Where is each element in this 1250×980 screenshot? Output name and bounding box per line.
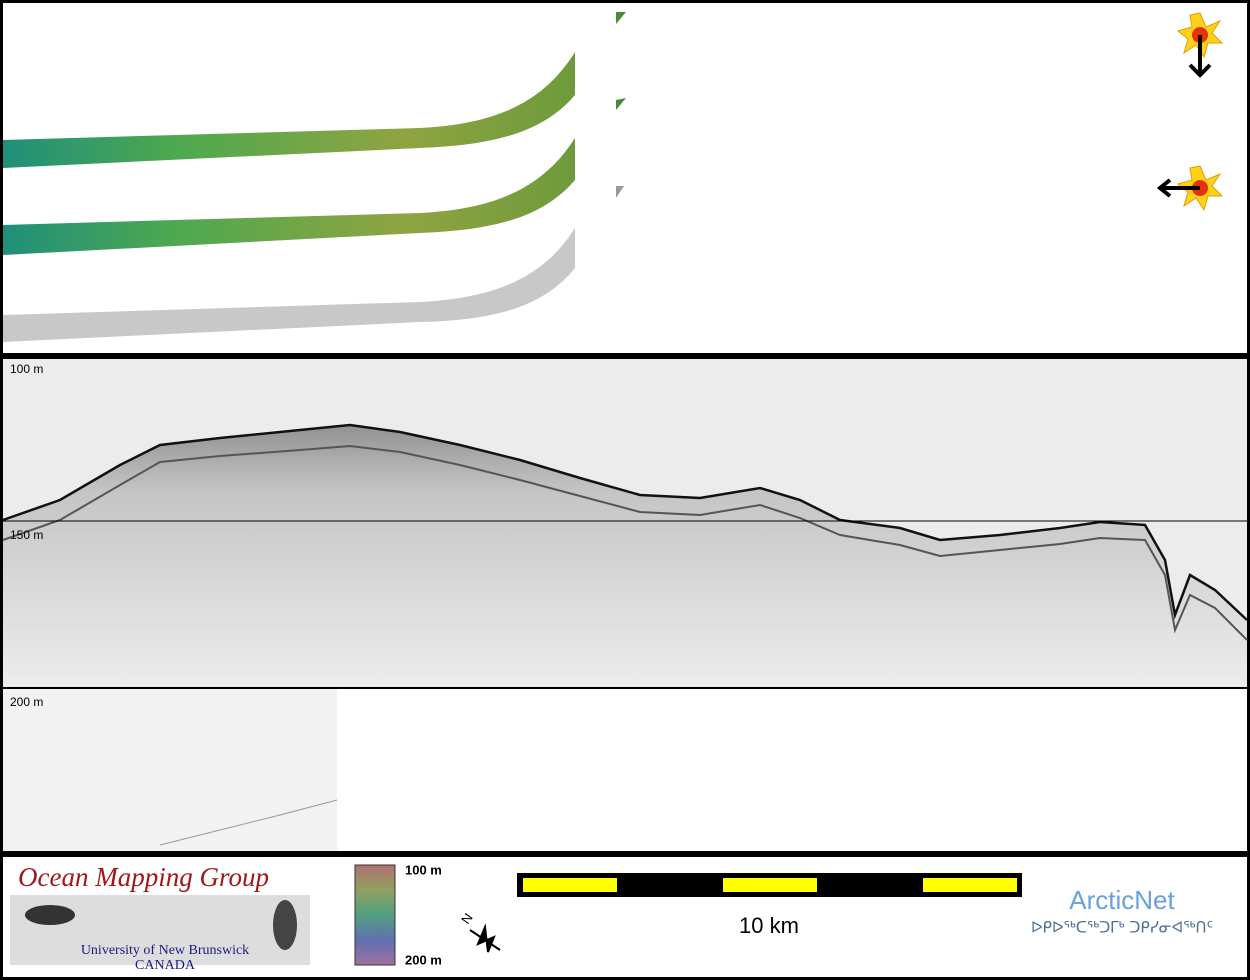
logo-title: Ocean Mapping Group (18, 862, 269, 892)
logo-shape (273, 900, 297, 950)
logo-country: CANADA (135, 958, 196, 973)
depth-label: 200 m (10, 695, 43, 709)
depth-label: 150 m (10, 528, 43, 542)
arrow (1188, 35, 1212, 78)
logo-shape (25, 905, 75, 925)
swath-fragment (616, 98, 626, 110)
scale-segment (723, 878, 817, 892)
partner-syllabics: ᐅᑭᐅᖅᑕᖅᑐᒥᒃ ᑐᑭᓯᓂᐊᖅᑎᑦ (1031, 919, 1213, 937)
partner-name: ArcticNet (1069, 885, 1175, 915)
map-panel (3, 3, 1247, 353)
swath (3, 138, 575, 255)
compass (469, 923, 501, 953)
colorbar-top: 100 m (405, 862, 442, 877)
swath (3, 52, 575, 168)
depth-label: 100 m (10, 362, 43, 376)
swath-fragment (616, 12, 626, 24)
swath-fragment (616, 186, 624, 198)
scale-label: 10 km (739, 913, 799, 938)
sediment (3, 425, 1247, 687)
arrow (1156, 178, 1200, 198)
seafloor-tail (159, 799, 338, 846)
logo-university: University of New Brunswick (81, 943, 249, 958)
scale-segment (523, 878, 617, 892)
scale-segment (923, 878, 1017, 892)
seafloor (2, 423, 1248, 621)
subbottom (2, 444, 1248, 641)
colorbar (354, 864, 396, 966)
swath (3, 228, 575, 342)
colorbar-bottom: 200 m (405, 952, 442, 967)
echogram-tail (3, 689, 337, 851)
